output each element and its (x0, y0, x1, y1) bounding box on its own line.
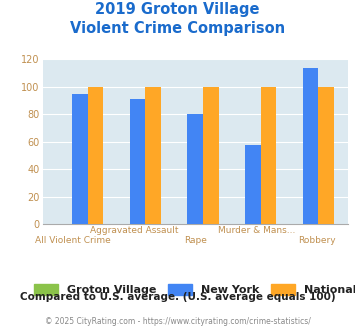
Bar (245, 145, 261, 224)
Legend: Groton Village, New York, National: Groton Village, New York, National (29, 280, 355, 300)
Text: © 2025 CityRating.com - https://www.cityrating.com/crime-statistics/: © 2025 CityRating.com - https://www.city… (45, 317, 310, 326)
Text: Murder & Mans...: Murder & Mans... (218, 226, 295, 235)
Bar (72, 94, 88, 224)
Text: Rape: Rape (184, 236, 207, 245)
Text: Compared to U.S. average. (U.S. average equals 100): Compared to U.S. average. (U.S. average … (20, 292, 335, 302)
Bar (318, 87, 334, 224)
Bar (203, 87, 219, 224)
Bar (88, 87, 103, 224)
Bar (130, 99, 145, 224)
Bar (187, 115, 203, 224)
Bar (261, 87, 276, 224)
Text: All Violent Crime: All Violent Crime (35, 236, 111, 245)
Bar (145, 87, 161, 224)
Text: Aggravated Assault: Aggravated Assault (90, 226, 179, 235)
Text: Violent Crime Comparison: Violent Crime Comparison (70, 21, 285, 36)
Text: 2019 Groton Village: 2019 Groton Village (95, 2, 260, 16)
Text: Robbery: Robbery (299, 236, 336, 245)
Bar (303, 68, 318, 224)
